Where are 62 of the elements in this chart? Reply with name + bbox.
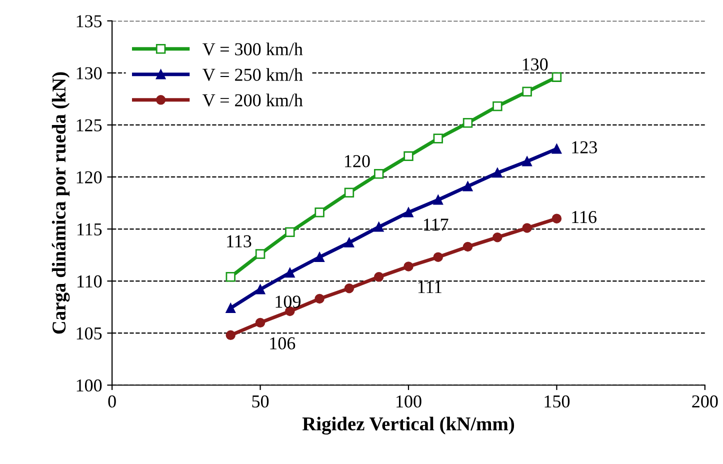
x-tick-label: 50 (252, 395, 269, 408)
point (314, 208, 324, 218)
point (255, 249, 266, 259)
data-label: 106 (270, 337, 296, 350)
point (226, 330, 236, 340)
x-tick-label: 100 (396, 395, 422, 408)
y-tick-label: 115 (78, 223, 102, 236)
point (314, 294, 324, 304)
data-label: 111 (418, 281, 442, 294)
point (552, 214, 562, 224)
data-label: 120 (345, 155, 370, 168)
y-tick-label: 130 (76, 67, 102, 80)
y-tick-label: 100 (76, 379, 102, 392)
point (404, 208, 414, 218)
point (344, 238, 354, 248)
data-label: 116 (572, 210, 596, 224)
point (404, 151, 414, 162)
y-tick-label: 125 (76, 119, 102, 132)
x-axis-title: Rigidez Vertical (kN/mm) (302, 416, 514, 435)
data-label: 109 (276, 296, 301, 308)
point (433, 195, 443, 205)
y-tick-label: 135 (76, 15, 102, 28)
x-tick-label: 150 (544, 395, 570, 408)
legend-label: V = 300 km/h (202, 42, 303, 56)
y-axis-title: Carga dinámica por rueda (kN) (52, 72, 70, 334)
point (374, 169, 384, 179)
point (522, 156, 532, 166)
point (285, 268, 295, 278)
point (314, 252, 324, 262)
point (226, 272, 236, 282)
point (374, 222, 384, 232)
legend-label: V = 200 km/h (202, 94, 303, 106)
point (374, 272, 384, 282)
point (433, 252, 443, 262)
point (492, 101, 502, 112)
point (522, 223, 532, 233)
y-tick-label: 105 (76, 327, 102, 340)
point (255, 318, 266, 328)
point (552, 72, 562, 82)
point (492, 232, 502, 242)
data-label: 123 (572, 141, 597, 154)
point (226, 303, 236, 313)
point (344, 188, 354, 198)
point (522, 86, 532, 97)
point (462, 118, 473, 128)
x-tick-label: 200 (692, 395, 718, 408)
legend-label: V = 250 km/h (202, 68, 303, 81)
point (552, 144, 562, 154)
point (344, 283, 354, 294)
y-tick-label: 110 (78, 275, 102, 288)
data-label: 113 (227, 235, 252, 248)
point (285, 227, 295, 237)
point (462, 181, 473, 192)
point (255, 284, 266, 294)
x-tick-label: 0 (108, 395, 116, 408)
point (433, 134, 443, 144)
point (492, 168, 502, 178)
point (462, 242, 473, 252)
point (404, 262, 414, 272)
y-tick-label: 120 (76, 171, 102, 184)
data-label: 130 (522, 58, 548, 70)
data-label: 117 (424, 218, 448, 231)
